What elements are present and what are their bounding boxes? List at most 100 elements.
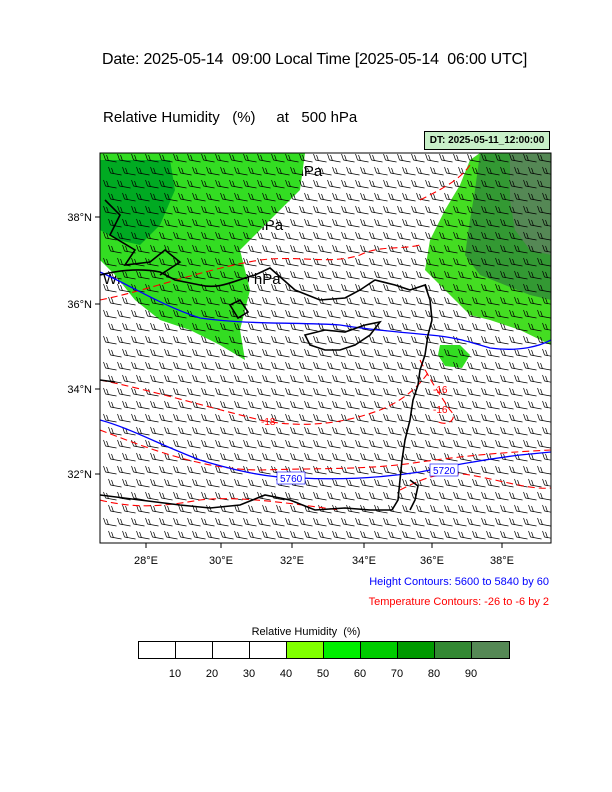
wind-barb bbox=[444, 504, 458, 514]
wind-barb bbox=[369, 153, 383, 163]
wind-barb bbox=[122, 478, 136, 488]
wind-barb bbox=[481, 179, 495, 189]
wind-barb bbox=[285, 335, 299, 345]
wind-barb bbox=[542, 348, 551, 357]
wind-barb bbox=[108, 218, 122, 228]
wind-barb bbox=[495, 153, 509, 163]
wind-barb bbox=[276, 530, 290, 540]
wind-barb bbox=[523, 205, 537, 215]
wind-barb bbox=[131, 231, 145, 241]
temp-contour bbox=[100, 429, 551, 471]
wind-barb bbox=[486, 530, 500, 540]
wind-barb bbox=[220, 452, 234, 462]
wind-barb bbox=[402, 296, 416, 306]
wind-barb bbox=[383, 153, 397, 163]
wind-barb bbox=[346, 452, 360, 462]
wind-barb bbox=[243, 153, 257, 163]
wind-barb bbox=[290, 166, 304, 176]
wind-barb bbox=[481, 335, 495, 345]
wind-barb bbox=[416, 296, 430, 306]
wind-barb bbox=[383, 491, 397, 501]
wind-barb bbox=[360, 348, 374, 358]
wind-barb bbox=[542, 296, 551, 305]
wind-barb bbox=[397, 491, 411, 501]
wind-barb bbox=[383, 283, 397, 293]
wind-barb bbox=[145, 179, 159, 189]
wind-barb bbox=[173, 153, 187, 163]
wind-barb bbox=[173, 439, 187, 449]
wind-barb bbox=[528, 478, 542, 488]
wind-barb bbox=[481, 491, 495, 501]
wind-barb bbox=[159, 231, 173, 241]
wind-barb bbox=[411, 491, 425, 501]
wind-barb bbox=[500, 504, 514, 514]
wind-barb bbox=[332, 452, 346, 462]
wind-barb bbox=[383, 179, 397, 189]
wind-barb bbox=[103, 335, 117, 345]
wind-barb bbox=[304, 374, 318, 384]
wind-barb bbox=[523, 257, 537, 267]
wind-barb bbox=[150, 322, 164, 332]
wind-barb bbox=[159, 179, 173, 189]
wind-barb bbox=[262, 478, 276, 488]
wind-barb bbox=[444, 218, 458, 228]
wind-barb bbox=[108, 504, 122, 514]
wind-barb bbox=[215, 517, 229, 527]
wind-barb bbox=[542, 530, 551, 539]
wind-barb bbox=[206, 322, 220, 332]
wind-barb bbox=[159, 387, 173, 397]
wind-barb bbox=[341, 153, 355, 163]
wind-barb bbox=[327, 465, 341, 475]
wind-barb bbox=[164, 166, 178, 176]
wind-barb bbox=[290, 400, 304, 410]
wind-barb bbox=[313, 491, 327, 501]
wind-barb bbox=[500, 166, 514, 176]
wind-barb bbox=[439, 439, 453, 449]
wind-barb bbox=[313, 413, 327, 423]
wind-barb bbox=[122, 504, 136, 514]
wind-barb bbox=[509, 231, 523, 241]
wind-barb bbox=[206, 296, 220, 306]
wind-barb bbox=[145, 283, 159, 293]
wind-barb bbox=[271, 387, 285, 397]
wind-barb bbox=[439, 153, 453, 163]
wind-barb bbox=[453, 205, 467, 215]
wind-barb bbox=[486, 270, 500, 280]
wind-barb bbox=[397, 387, 411, 397]
wind-barb bbox=[108, 166, 122, 176]
wind-barb bbox=[234, 530, 248, 540]
wind-barb bbox=[444, 192, 458, 202]
wind-barb bbox=[122, 218, 136, 228]
wind-barb bbox=[472, 504, 486, 514]
wind-barb bbox=[444, 166, 458, 176]
wind-barb bbox=[136, 478, 150, 488]
wind-barb bbox=[444, 244, 458, 254]
wind-barb bbox=[248, 218, 262, 228]
wind-barb bbox=[201, 153, 215, 163]
wind-barb bbox=[248, 400, 262, 410]
wind-barb bbox=[332, 400, 346, 410]
wind-barb bbox=[388, 218, 402, 228]
wind-barb bbox=[397, 231, 411, 241]
wind-barb bbox=[332, 478, 346, 488]
wind-barb bbox=[122, 270, 136, 280]
wind-barb bbox=[262, 296, 276, 306]
coast-turkey bbox=[100, 267, 433, 321]
wind-barb bbox=[439, 231, 453, 241]
wind-barb bbox=[192, 400, 206, 410]
wind-barb bbox=[388, 244, 402, 254]
wind-barb bbox=[523, 153, 537, 163]
wind-barb bbox=[313, 153, 327, 163]
wind-barb bbox=[481, 439, 495, 449]
wind-barb bbox=[285, 283, 299, 293]
wind-barb bbox=[458, 322, 472, 332]
wind-barb bbox=[145, 413, 159, 423]
wind-barb bbox=[136, 400, 150, 410]
wind-barb bbox=[262, 244, 276, 254]
wind-barb bbox=[346, 400, 360, 410]
wind-barb bbox=[430, 374, 444, 384]
wind-barb bbox=[262, 348, 276, 358]
wind-barb bbox=[327, 361, 341, 371]
wind-barb bbox=[234, 504, 248, 514]
wind-barb bbox=[187, 465, 201, 475]
